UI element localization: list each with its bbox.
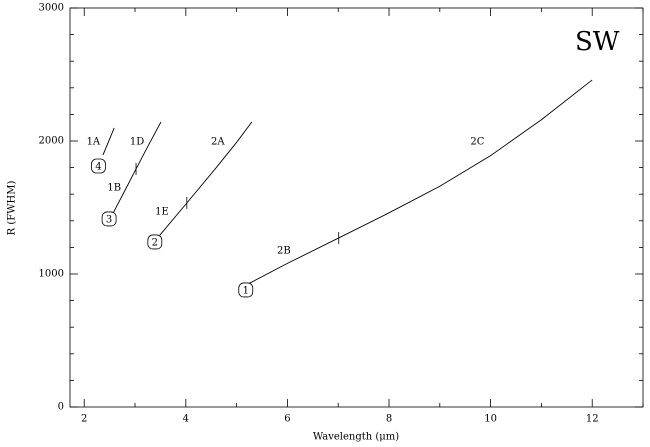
plot-frame: [69, 7, 644, 408]
annotation: 1: [243, 285, 249, 296]
annotation: 2C: [470, 137, 484, 148]
y-tick-label: 2000: [39, 136, 64, 147]
y-tick-label: 1000: [39, 269, 64, 280]
annotation: 3: [106, 214, 112, 225]
y-axis-label: R (FWHM): [7, 181, 18, 236]
label-circle: [238, 282, 254, 298]
annotation: 2A: [211, 137, 225, 148]
curve: [159, 121, 253, 236]
x-tick-label: 12: [586, 414, 599, 425]
label-circle: [91, 158, 106, 174]
annotation: 4: [95, 162, 101, 173]
annotation: 2B: [277, 246, 291, 257]
x-axis-label: Wavelength (μm): [313, 432, 399, 443]
x-tick-label: 6: [284, 414, 290, 425]
annotation: 1D: [130, 137, 144, 148]
annotation: 1A: [87, 137, 101, 148]
curve: [249, 79, 593, 284]
x-tick-label: 4: [183, 414, 189, 425]
curve: [102, 127, 115, 156]
annotation: SW: [575, 27, 620, 57]
annotation: 2: [152, 237, 158, 248]
x-tick-label: 10: [484, 414, 497, 425]
y-tick-label: 0: [58, 402, 64, 413]
x-tick-label: 8: [386, 414, 392, 425]
y-tick-label: 3000: [39, 3, 64, 14]
x-tick-label: 2: [81, 414, 87, 425]
annotation: 1E: [155, 206, 169, 217]
label-circle: [147, 234, 163, 250]
annotation: 1B: [107, 183, 121, 194]
label-circle: [101, 211, 117, 227]
